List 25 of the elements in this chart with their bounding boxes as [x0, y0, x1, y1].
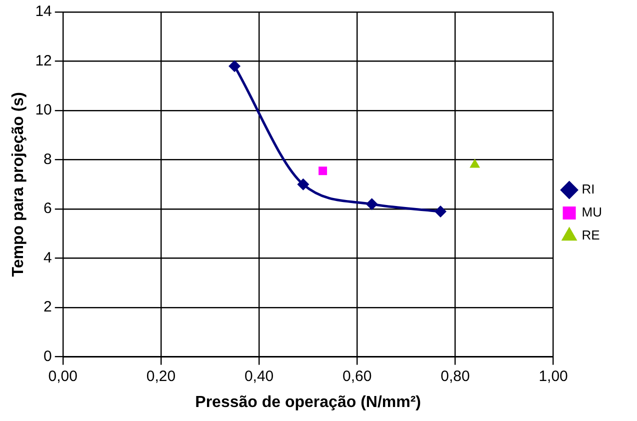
y-tick-label: 0 — [44, 348, 52, 365]
y-tick-label: 14 — [35, 3, 52, 20]
point — [297, 178, 310, 190]
point — [470, 158, 480, 168]
x-tick-label: 0,60 — [342, 368, 372, 385]
y-tick-label: 4 — [44, 249, 52, 266]
legend-label: RE — [582, 228, 600, 243]
y-tick-label: 6 — [44, 200, 52, 218]
point — [228, 60, 241, 72]
y-tick-label: 8 — [44, 150, 52, 168]
x-tick-label: 0,80 — [440, 368, 470, 385]
y-axis-title: Tempo para projeção (s) — [10, 92, 28, 277]
point — [434, 205, 446, 218]
point — [318, 166, 328, 176]
legend-label: RI — [582, 182, 595, 197]
legend-label: MU — [582, 204, 602, 220]
x-tick-label: 0,40 — [244, 368, 274, 385]
x-tick-label: 0,00 — [48, 368, 78, 385]
y-tick-label: 2 — [44, 298, 52, 316]
x-tick-label: 1,00 — [538, 368, 568, 385]
point — [366, 198, 378, 210]
y-tick-label: 10 — [35, 102, 52, 119]
x-axis-title: Pressão de operação (N/mm²) — [195, 394, 422, 411]
y-tick-label: 12 — [35, 52, 52, 70]
x-tick-label: 0,20 — [146, 368, 176, 385]
